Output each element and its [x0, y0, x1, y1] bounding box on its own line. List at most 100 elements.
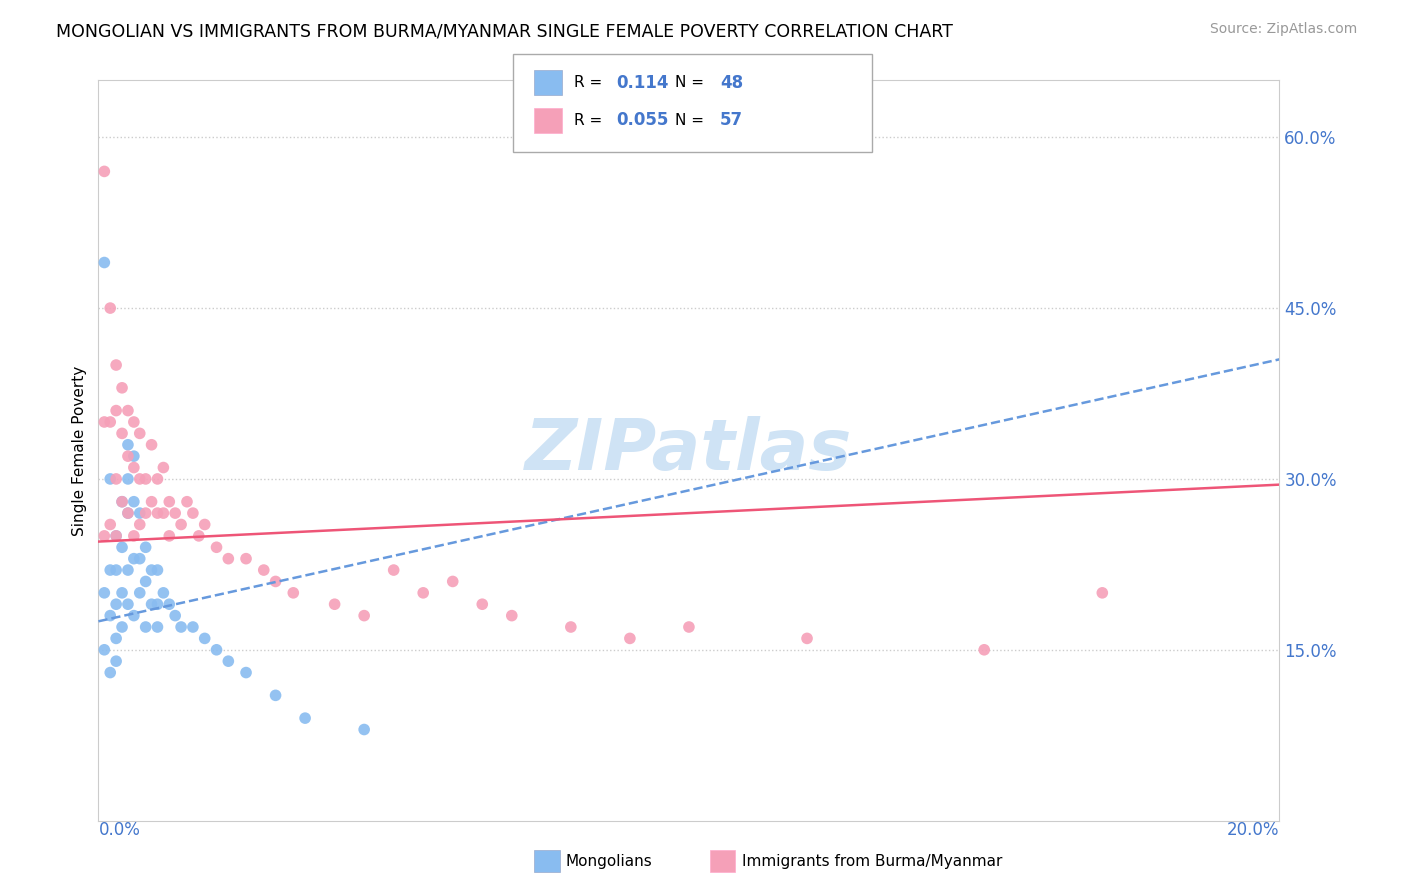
Point [205, 541, 228, 555]
Point [135, 541, 157, 555]
Point [141, 563, 163, 577]
Point [93, 642, 115, 657]
Point [176, 494, 198, 508]
Point [93, 164, 115, 178]
Point [117, 438, 139, 452]
Text: 57: 57 [720, 112, 742, 129]
Point [135, 472, 157, 486]
Text: 20.0%: 20.0% [1227, 821, 1279, 838]
Point [441, 574, 464, 589]
Point [128, 472, 150, 486]
Point [98, 517, 121, 532]
Point [128, 517, 150, 532]
Point [117, 597, 139, 611]
Text: 0.114: 0.114 [616, 74, 668, 92]
Point [105, 654, 128, 668]
Point [152, 586, 174, 600]
Point [235, 665, 257, 680]
Point [122, 551, 145, 566]
Point [205, 642, 228, 657]
Y-axis label: Single Female Poverty: Single Female Poverty [72, 366, 87, 535]
Point [98, 301, 121, 315]
Point [93, 415, 115, 429]
Point [135, 574, 157, 589]
Point [105, 632, 128, 646]
Point [253, 563, 276, 577]
Point [105, 403, 128, 417]
Point [146, 472, 169, 486]
Text: MONGOLIAN VS IMMIGRANTS FROM BURMA/MYANMAR SINGLE FEMALE POVERTY CORRELATION CHA: MONGOLIAN VS IMMIGRANTS FROM BURMA/MYANM… [56, 22, 953, 40]
Point [128, 506, 150, 520]
Point [146, 563, 169, 577]
Text: N =: N = [675, 113, 709, 128]
Text: N =: N = [675, 76, 709, 90]
Point [122, 529, 145, 543]
Point [135, 620, 157, 634]
Point [105, 358, 128, 372]
Point [98, 563, 121, 577]
Point [117, 506, 139, 520]
Point [217, 654, 239, 668]
Point [412, 586, 434, 600]
Point [122, 415, 145, 429]
Point [973, 642, 995, 657]
Point [146, 597, 169, 611]
Point [157, 529, 180, 543]
Point [294, 711, 316, 725]
Point [187, 529, 209, 543]
Point [146, 506, 169, 520]
Point [141, 597, 163, 611]
Point [165, 608, 187, 623]
Point [117, 472, 139, 486]
Point [122, 494, 145, 508]
Point [111, 494, 134, 508]
Point [111, 494, 134, 508]
Text: Immigrants from Burma/Myanmar: Immigrants from Burma/Myanmar [742, 855, 1002, 869]
Point [501, 608, 523, 623]
Point [353, 723, 375, 737]
Text: 0.0%: 0.0% [98, 821, 141, 838]
Point [111, 620, 134, 634]
Point [678, 620, 700, 634]
Point [98, 415, 121, 429]
Point [181, 620, 204, 634]
Point [152, 460, 174, 475]
Point [111, 426, 134, 441]
Point [283, 586, 305, 600]
Point [105, 597, 128, 611]
Point [105, 563, 128, 577]
Point [1091, 586, 1114, 600]
Point [111, 586, 134, 600]
Point [170, 517, 193, 532]
Point [619, 632, 641, 646]
Point [146, 620, 169, 634]
Point [471, 597, 494, 611]
Point [157, 494, 180, 508]
Point [111, 541, 134, 555]
Point [117, 403, 139, 417]
Point [141, 494, 163, 508]
Point [128, 426, 150, 441]
Point [122, 449, 145, 463]
Point [111, 381, 134, 395]
Point [170, 620, 193, 634]
Point [157, 597, 180, 611]
Point [353, 608, 375, 623]
Point [98, 665, 121, 680]
Point [117, 449, 139, 463]
Point [122, 460, 145, 475]
Point [93, 586, 115, 600]
Text: ZIPatlas: ZIPatlas [526, 416, 852, 485]
Point [105, 529, 128, 543]
Text: Source: ZipAtlas.com: Source: ZipAtlas.com [1209, 22, 1357, 37]
Point [264, 689, 287, 703]
Point [141, 438, 163, 452]
Point [217, 551, 239, 566]
Point [165, 506, 187, 520]
Text: 48: 48 [720, 74, 742, 92]
Point [135, 506, 157, 520]
Point [98, 608, 121, 623]
Point [323, 597, 346, 611]
Point [796, 632, 818, 646]
Point [117, 563, 139, 577]
